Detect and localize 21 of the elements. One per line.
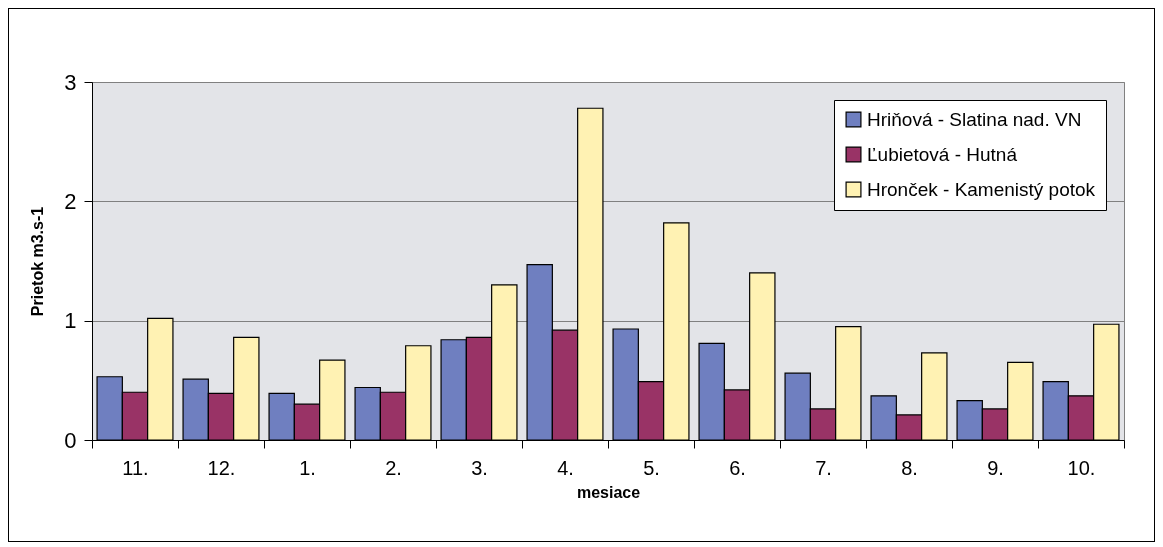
- x-tick-label: 2.: [385, 456, 402, 479]
- x-tick-label: 7.: [815, 456, 832, 479]
- x-tick-label: 10.: [1067, 456, 1096, 479]
- y-tick-label: 1: [64, 308, 77, 334]
- x-tick-label: 1.: [299, 456, 316, 479]
- x-tick-label: 6.: [729, 456, 746, 479]
- y-tick-label: 2: [64, 188, 77, 214]
- x-tick-label: 5.: [643, 456, 660, 479]
- y-tick-label: 0: [64, 427, 77, 453]
- x-axis-title: mesiace: [576, 483, 641, 501]
- x-tick-label: 3.: [471, 456, 488, 479]
- x-tick-label: 11.: [122, 456, 149, 479]
- y-tick-label: 3: [64, 69, 77, 95]
- x-tick-label: 8.: [901, 456, 918, 479]
- legend-label: Hronček - Kamenistý potok: [867, 178, 1096, 200]
- x-tick-label: 12.: [207, 456, 236, 479]
- x-tick-label: 4.: [557, 456, 574, 479]
- x-tick-label: 9.: [987, 456, 1004, 479]
- y-axis-title: Prietok m3.s-1: [29, 206, 47, 317]
- legend-label: Hriňová - Slatina nad. VN: [867, 108, 1082, 130]
- legend-label: Ľubietová - Hutná: [867, 143, 1018, 165]
